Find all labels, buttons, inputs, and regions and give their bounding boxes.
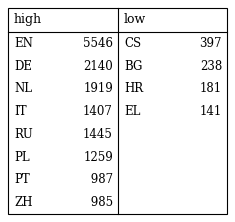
Text: 985: 985 [87, 196, 113, 209]
Text: PL: PL [14, 151, 30, 164]
Text: 1445: 1445 [83, 128, 113, 141]
Text: 141: 141 [200, 105, 222, 118]
Text: low: low [124, 14, 146, 26]
Text: 397: 397 [200, 37, 222, 50]
Text: NL: NL [14, 82, 32, 95]
Text: 987: 987 [87, 173, 113, 186]
Text: 2140: 2140 [83, 60, 113, 73]
Text: RU: RU [14, 128, 33, 141]
Text: HR: HR [124, 82, 143, 95]
Text: DE: DE [14, 60, 32, 73]
Text: 1407: 1407 [83, 105, 113, 118]
Text: ZH: ZH [14, 196, 32, 209]
Text: 181: 181 [200, 82, 222, 95]
Text: 1259: 1259 [83, 151, 113, 164]
Text: high: high [14, 14, 42, 26]
Text: CS: CS [124, 37, 141, 50]
Text: BG: BG [124, 60, 142, 73]
Text: 238: 238 [200, 60, 222, 73]
Text: 1919: 1919 [83, 82, 113, 95]
Text: EN: EN [14, 37, 33, 50]
Text: EL: EL [124, 105, 140, 118]
Text: PT: PT [14, 173, 30, 186]
Text: IT: IT [14, 105, 27, 118]
Text: 5546: 5546 [83, 37, 113, 50]
